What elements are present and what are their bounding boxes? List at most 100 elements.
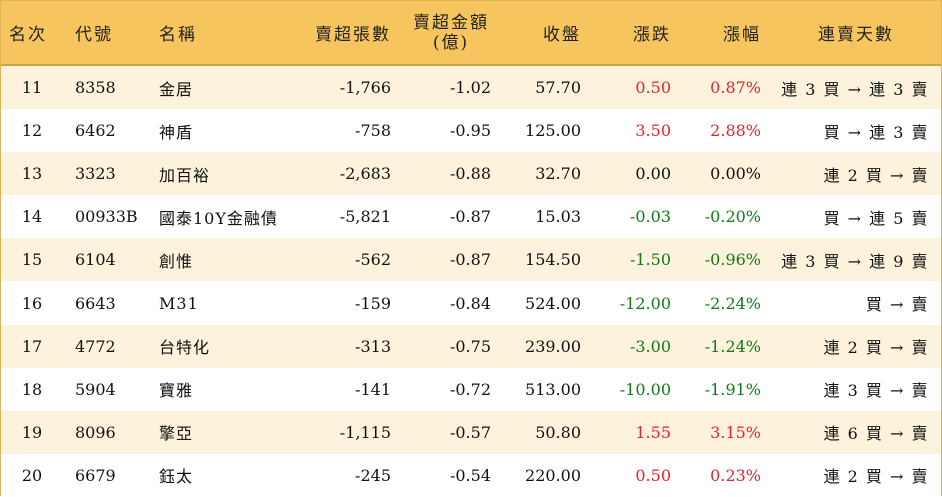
table-row: 14 00933B 國泰10Y金融債 -5,821 -0.87 15.03 -0.03 -0.… bbox=[1, 195, 941, 239]
header-consecutive-days: 連賣天數 bbox=[818, 25, 894, 45]
close-cell: 32.70 bbox=[535, 164, 581, 184]
change-pct-cell: -2.24% bbox=[704, 293, 761, 313]
rank-cell: 12 bbox=[21, 121, 43, 141]
header-name: 名稱 bbox=[159, 25, 197, 45]
rank-cell: 18 bbox=[21, 379, 43, 399]
code-cell: 6462 bbox=[75, 121, 116, 141]
rank-cell: 20 bbox=[21, 465, 43, 485]
table-header: 名次 代號 名稱 賣超張數 賣超金額 (億) 收盤 漲跌 漲幅 連賣天數 bbox=[1, 1, 941, 66]
close-cell: 57.70 bbox=[535, 78, 581, 98]
change-cell: 0.50 bbox=[635, 465, 671, 485]
sell-sheets-cell: -2,683 bbox=[339, 164, 391, 184]
change-cell: -12.00 bbox=[619, 293, 671, 313]
table-row: 16 6643 M31 -159 -0.84 524.00 -12.00 -2.24% 買 → … bbox=[1, 281, 941, 325]
header-sell-sheets: 賣超張數 bbox=[315, 25, 391, 45]
consecutive-days-cell: 買 → 賣 bbox=[865, 295, 929, 315]
consecutive-days-cell: 買 → 連 5 賣 bbox=[823, 208, 929, 228]
change-pct-cell: -1.91% bbox=[704, 379, 761, 399]
name-cell: 金居 bbox=[159, 79, 194, 99]
change-pct-cell: 0.00% bbox=[710, 164, 761, 184]
change-pct-cell: 0.23% bbox=[710, 465, 761, 485]
name-cell: 神盾 bbox=[159, 122, 194, 142]
consecutive-days-cell: 連 3 買 → 連 9 賣 bbox=[781, 251, 929, 271]
name-cell: 鈺太 bbox=[159, 467, 194, 487]
rank-cell: 14 bbox=[21, 207, 43, 227]
code-cell: 6643 bbox=[75, 293, 116, 313]
change-cell: -3.00 bbox=[629, 336, 671, 356]
change-cell: -0.03 bbox=[629, 207, 671, 227]
consecutive-days-cell: 連 2 買 → 賣 bbox=[823, 338, 929, 358]
name-cell: 台特化 bbox=[159, 338, 211, 358]
header-change-pct: 漲幅 bbox=[723, 25, 761, 45]
code-cell: 00933B bbox=[75, 207, 138, 227]
sell-amount-cell: -0.75 bbox=[449, 336, 491, 356]
change-pct-cell: 0.87% bbox=[710, 78, 761, 98]
consecutive-days-cell: 連 3 買 → 連 3 賣 bbox=[781, 79, 929, 99]
rank-cell: 13 bbox=[21, 164, 43, 184]
header-sell-amount: 賣超金額 (億) bbox=[406, 1, 496, 64]
close-cell: 154.50 bbox=[525, 250, 581, 270]
name-cell: 擎亞 bbox=[159, 424, 194, 444]
header-close: 收盤 bbox=[543, 25, 581, 45]
sell-amount-cell: -0.54 bbox=[449, 465, 491, 485]
table-row: 20 6679 鈺太 -245 -0.54 220.00 0.50 0.23% 連 2 買 → … bbox=[1, 453, 941, 497]
change-cell: 1.55 bbox=[635, 422, 671, 442]
table-row: 18 5904 寶雅 -141 -0.72 513.00 -10.00 -1.91% 連 3 買… bbox=[1, 367, 941, 411]
sell-amount-cell: -0.87 bbox=[449, 207, 491, 227]
sell-sheets-cell: -141 bbox=[355, 379, 391, 399]
table-row: 11 8358 金居 -1,766 -1.02 57.70 0.50 0.87% 連 3 買 →… bbox=[1, 66, 941, 110]
change-cell: 3.50 bbox=[635, 121, 671, 141]
rank-cell: 16 bbox=[21, 293, 43, 313]
header-rank: 名次 bbox=[9, 25, 47, 45]
consecutive-days-cell: 連 2 買 → 賣 bbox=[823, 165, 929, 185]
code-cell: 8096 bbox=[75, 422, 116, 442]
change-pct-cell: -0.96% bbox=[704, 250, 761, 270]
sell-amount-cell: -0.87 bbox=[449, 250, 491, 270]
sell-amount-cell: -0.95 bbox=[449, 121, 491, 141]
sell-sheets-cell: -758 bbox=[355, 121, 391, 141]
consecutive-days-cell: 買 → 連 3 賣 bbox=[823, 122, 929, 142]
rank-cell: 15 bbox=[21, 250, 43, 270]
code-cell: 4772 bbox=[75, 336, 116, 356]
header-sell-amount-unit: (億) bbox=[432, 32, 470, 53]
sell-sheets-cell: -313 bbox=[355, 336, 391, 356]
close-cell: 15.03 bbox=[535, 207, 581, 227]
change-pct-cell: 2.88% bbox=[710, 121, 761, 141]
sell-amount-cell: -0.84 bbox=[449, 293, 491, 313]
close-cell: 524.00 bbox=[525, 293, 581, 313]
close-cell: 220.00 bbox=[525, 465, 581, 485]
table-row: 15 6104 創惟 -562 -0.87 154.50 -1.50 -0.96% 連 3 買 … bbox=[1, 238, 941, 282]
name-cell: 寶雅 bbox=[159, 381, 194, 401]
sell-amount-cell: -0.88 bbox=[449, 164, 491, 184]
name-cell: 加百裕 bbox=[159, 165, 211, 185]
change-pct-cell: -0.20% bbox=[704, 207, 761, 227]
code-cell: 8358 bbox=[75, 78, 116, 98]
code-cell: 6679 bbox=[75, 465, 116, 485]
close-cell: 50.80 bbox=[535, 422, 581, 442]
header-code: 代號 bbox=[75, 25, 113, 45]
sell-amount-cell: -1.02 bbox=[449, 78, 491, 98]
close-cell: 125.00 bbox=[525, 121, 581, 141]
change-cell: 0.00 bbox=[635, 164, 671, 184]
table-body: 11 8358 金居 -1,766 -1.02 57.70 0.50 0.87% 連 3 買 →… bbox=[1, 66, 941, 497]
code-cell: 5904 bbox=[75, 379, 116, 399]
close-cell: 239.00 bbox=[525, 336, 581, 356]
code-cell: 3323 bbox=[75, 164, 116, 184]
sell-sheets-cell: -1,766 bbox=[339, 78, 391, 98]
name-cell: M31 bbox=[159, 293, 199, 313]
sell-sheets-cell: -245 bbox=[355, 465, 391, 485]
change-cell: 0.50 bbox=[635, 78, 671, 98]
change-pct-cell: 3.15% bbox=[710, 422, 761, 442]
sell-sheets-cell: -1,115 bbox=[339, 422, 391, 442]
rank-cell: 17 bbox=[21, 336, 43, 356]
sell-sheets-cell: -562 bbox=[355, 250, 391, 270]
header-change: 漲跌 bbox=[633, 25, 671, 45]
sell-sheets-cell: -159 bbox=[355, 293, 391, 313]
name-cell: 創惟 bbox=[159, 251, 194, 271]
consecutive-days-cell: 連 6 買 → 賣 bbox=[823, 424, 929, 444]
table-row: 12 6462 神盾 -758 -0.95 125.00 3.50 2.88% 買 → 連 3 … bbox=[1, 109, 941, 153]
table-row: 19 8096 擎亞 -1,115 -0.57 50.80 1.55 3.15% 連 6 買 →… bbox=[1, 410, 941, 454]
code-cell: 6104 bbox=[75, 250, 116, 270]
consecutive-days-cell: 連 2 買 → 賣 bbox=[823, 467, 929, 487]
